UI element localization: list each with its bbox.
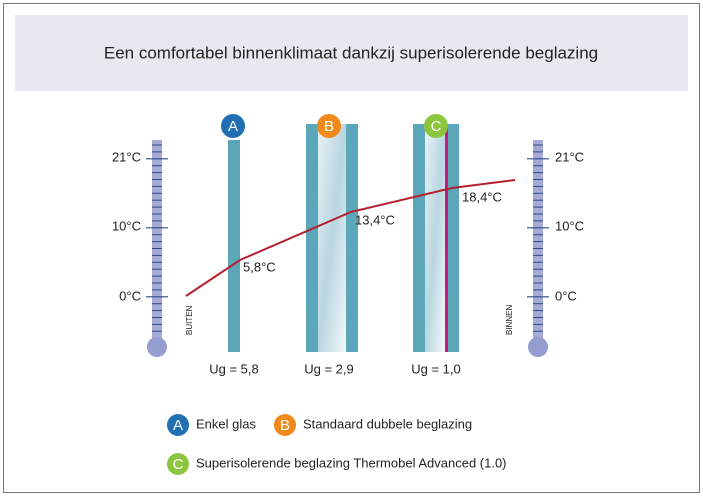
temp-label: 5,8°C: [243, 259, 276, 274]
temp-tick: 0°C: [119, 288, 141, 303]
ug-label: Ug = 1,0: [411, 361, 461, 376]
coating: [445, 124, 448, 352]
pane: [228, 140, 240, 352]
temp-tick: 10°C: [555, 218, 584, 233]
bulb: [528, 337, 548, 357]
legend-label: Superisolerende beglazing Thermobel Adva…: [196, 455, 507, 470]
badge-letter: A: [228, 118, 238, 135]
bulb: [147, 337, 167, 357]
tube: [533, 140, 543, 340]
temp-tick: 21°C: [112, 149, 141, 164]
legend-label: Standaard dubbele beglazing: [303, 416, 472, 431]
temp-tick: 21°C: [555, 149, 584, 164]
ug-label: Ug = 2,9: [304, 361, 354, 376]
cavity: [425, 124, 445, 352]
badge-letter: A: [173, 417, 183, 434]
title: Een comfortabel binnenklimaat dankzij su…: [104, 43, 598, 62]
legend-label: Enkel glas: [196, 416, 256, 431]
temp-tick: 10°C: [112, 218, 141, 233]
pane: [306, 124, 318, 352]
pane: [448, 124, 459, 352]
pane: [413, 124, 425, 352]
ug-label: Ug = 5,8: [209, 361, 259, 376]
diagram: Een comfortabel binnenklimaat dankzij su…: [0, 0, 703, 496]
temp-tick: 0°C: [555, 288, 577, 303]
temp-label: 13,4°C: [355, 212, 395, 227]
badge-letter: B: [280, 417, 290, 434]
temp-label: 18,4°C: [462, 189, 502, 204]
badge-letter: B: [324, 118, 334, 135]
badge-letter: C: [173, 456, 184, 473]
side-label: BUITEN: [185, 305, 194, 335]
pane: [346, 124, 358, 352]
side-label: BINNEN: [505, 305, 514, 335]
tube: [152, 140, 162, 340]
cavity: [318, 124, 346, 352]
badge-letter: C: [431, 118, 442, 135]
